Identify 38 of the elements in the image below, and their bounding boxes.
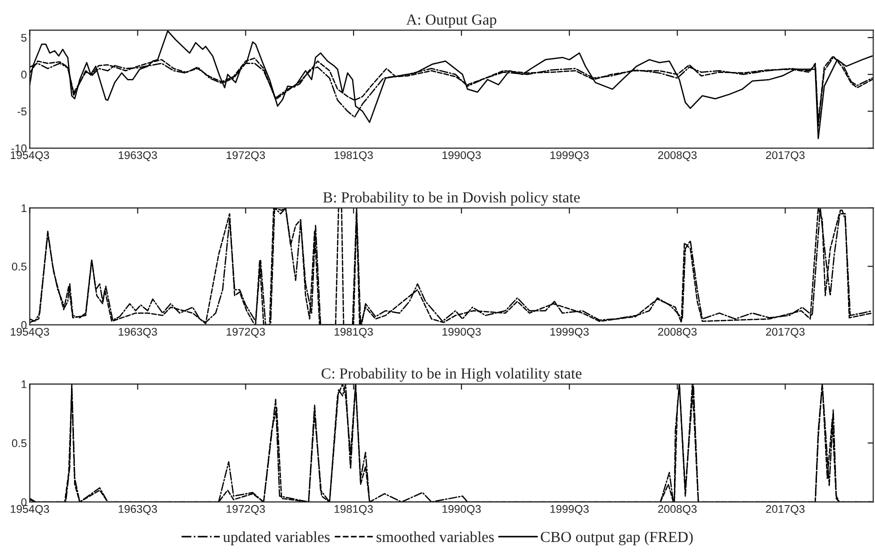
x-tick-label: 2017Q3 <box>766 328 805 338</box>
x-tick-label: 1954Q3 <box>10 151 50 162</box>
y-tick-label: 0 <box>21 498 27 506</box>
legend-label: CBO output gap (FRED) <box>540 531 693 546</box>
x-tick-label: 1999Q3 <box>550 328 589 338</box>
x-tick-label: 1963Q3 <box>118 328 157 338</box>
y-tick-label: 0.5 <box>12 262 27 270</box>
x-tick-label: 1981Q3 <box>334 505 373 515</box>
x-tick-label: 1990Q3 <box>442 328 481 338</box>
x-tick-label: 2008Q3 <box>658 328 697 338</box>
x-tick-label: 1963Q3 <box>118 151 157 162</box>
y-tick-label: 1 <box>22 380 26 388</box>
y-tick-label: 0.5 <box>12 439 27 448</box>
x-tick-label: 1990Q3 <box>442 505 481 515</box>
x-tick-label: 1990Q3 <box>442 151 481 162</box>
x-tick-label: 1972Q3 <box>226 505 265 515</box>
x-tick-label: 1954Q3 <box>10 328 50 338</box>
x-tick-label: 1972Q3 <box>226 151 265 162</box>
chart-title: A: Output Gap <box>406 14 496 28</box>
x-tick-label: 2008Q3 <box>658 505 697 515</box>
y-tick-label: 0 <box>21 70 27 79</box>
x-tick-label: 1972Q3 <box>226 328 265 338</box>
chart-title: B: Probability to be in Dovish policy state <box>323 192 580 206</box>
legend-label: smoothed variables <box>376 531 494 542</box>
x-tick-label: 1963Q3 <box>118 505 157 515</box>
x-tick-label: 2008Q3 <box>658 151 697 162</box>
x-tick-label: 2017Q3 <box>766 505 805 515</box>
x-tick-label: 2017Q3 <box>766 151 805 162</box>
legend-label: updated variables <box>223 531 330 546</box>
chart-title: C: Probability to be in High volatility state <box>322 368 582 382</box>
x-tick-label: 1999Q3 <box>550 505 589 515</box>
x-tick-label: 1981Q3 <box>334 328 373 338</box>
y-tick-label: 1 <box>22 204 26 212</box>
y-tick-label: 5 <box>21 34 27 42</box>
x-tick-label: 1981Q3 <box>334 151 373 162</box>
x-tick-label: 1954Q3 <box>10 505 50 515</box>
x-tick-label: 1999Q3 <box>550 151 589 162</box>
y-tick-label: -5 <box>18 108 27 116</box>
